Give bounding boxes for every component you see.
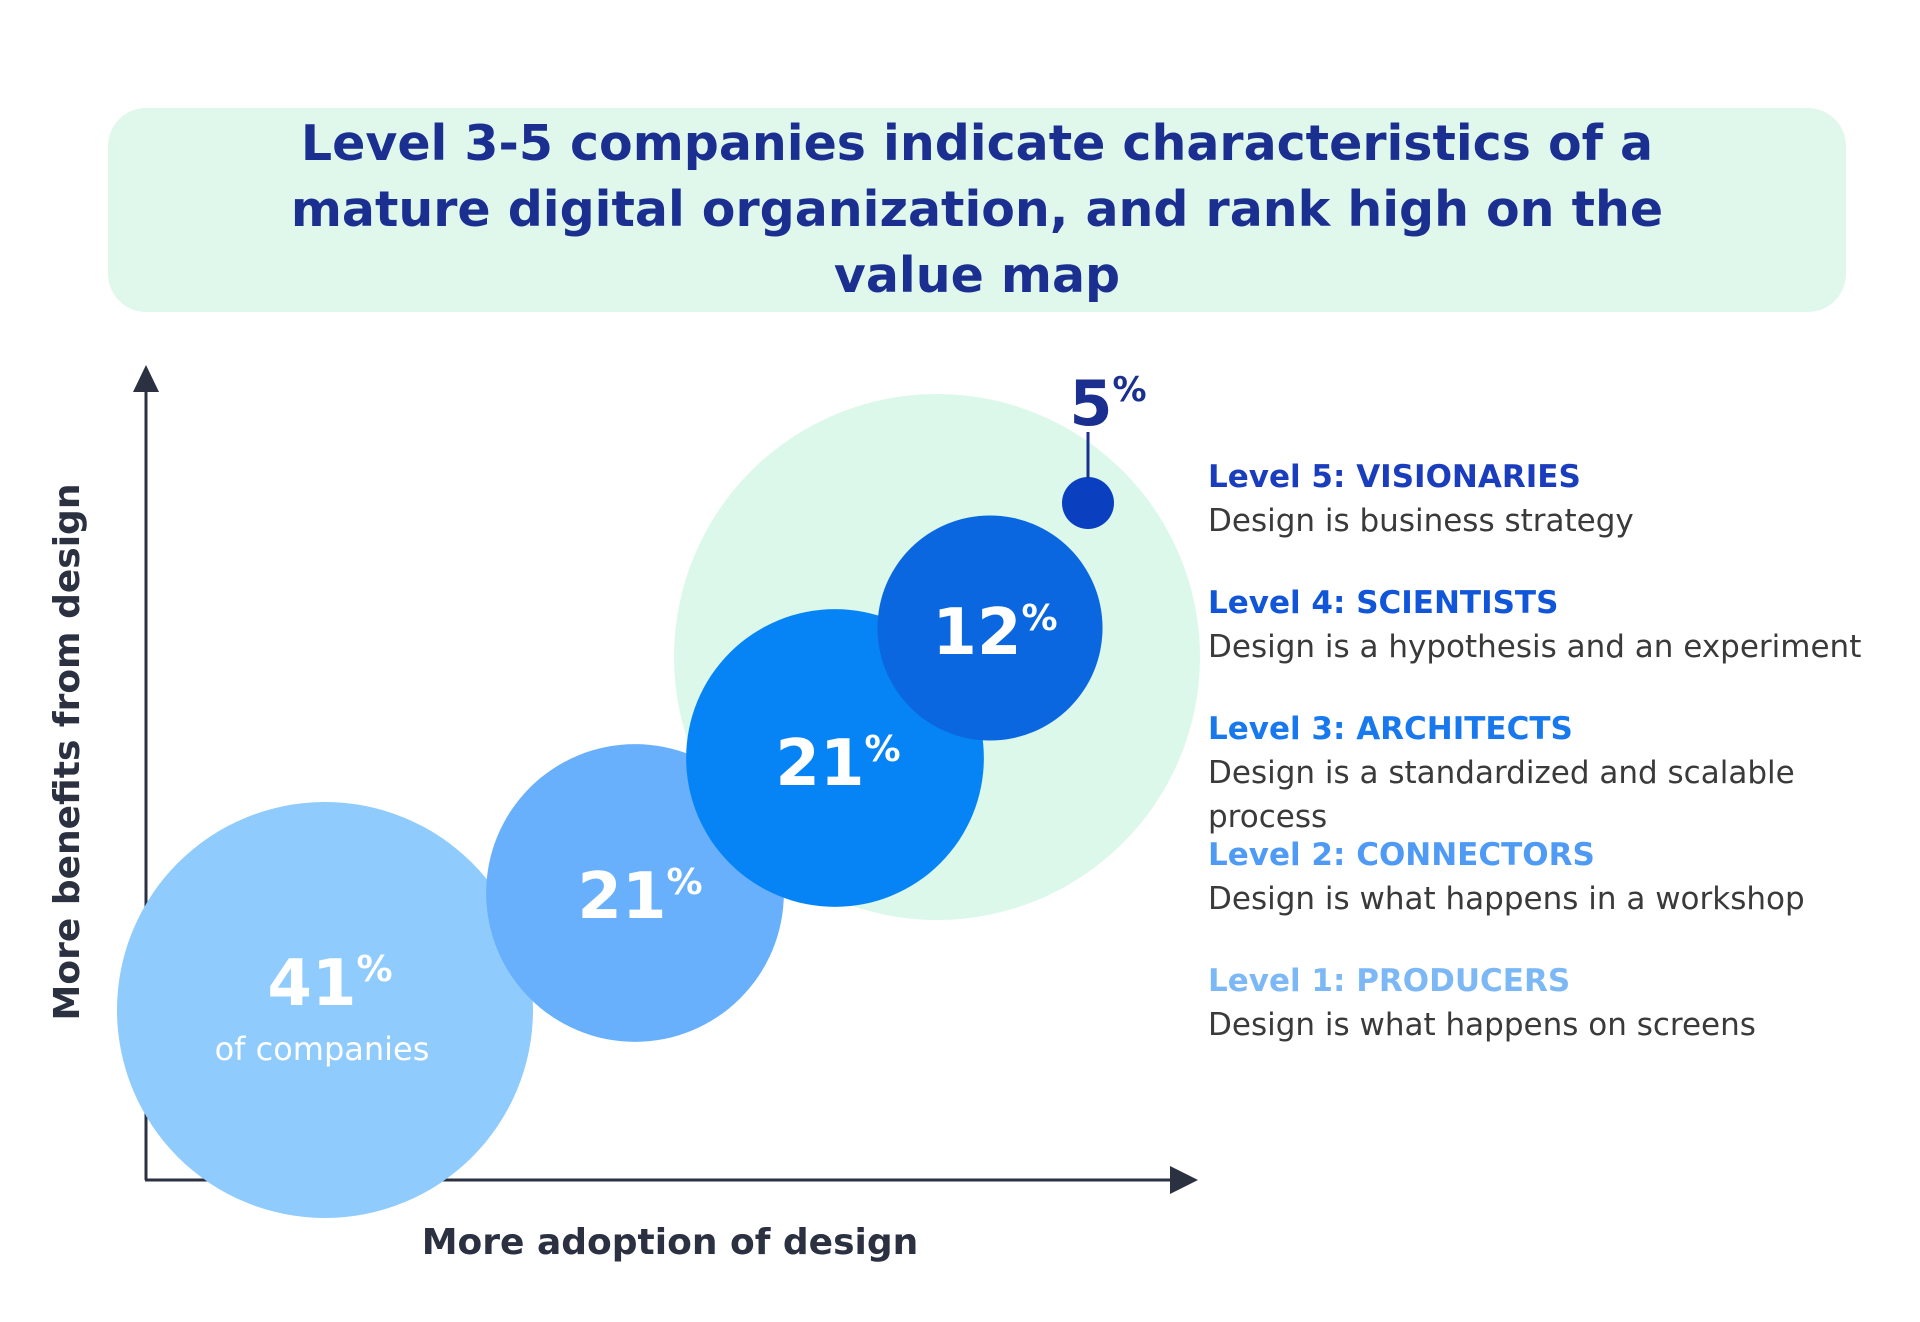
legend-name-level-1: Level 1: PRODUCERS <box>1208 963 1571 999</box>
x-axis-label: More adoption of design <box>422 1222 919 1263</box>
legend-item-level-2: Level 2: CONNECTORS Design is what happe… <box>1208 833 1908 959</box>
legend-item-level-4: Level 4: SCIENTISTS Design is a hypothes… <box>1208 581 1908 707</box>
legend-desc-level-1: Design is what happens on screens <box>1208 1007 1756 1043</box>
x-axis-arrow <box>1170 1166 1198 1194</box>
legend-item-level-5: Level 5: VISIONARIES Design is business … <box>1208 455 1908 581</box>
title-banner: Level 3-5 companies indicate characteris… <box>108 108 1846 312</box>
bubble-level-5 <box>1062 477 1114 529</box>
bubble-label-level-4: 12% <box>932 596 1057 670</box>
legend-desc-level-3: Design is a standardized and scalable pr… <box>1208 755 1795 835</box>
bubble-label-level-5: 5% <box>1069 367 1146 440</box>
bubble-label-level-1: 41% <box>267 947 392 1021</box>
legend-item-level-3: Level 3: ARCHITECTS Design is a standard… <box>1208 707 1908 835</box>
bubble-label-level-3: 21% <box>775 727 900 801</box>
legend-name-level-3: Level 3: ARCHITECTS <box>1208 711 1573 747</box>
legend-name-level-5: Level 5: VISIONARIES <box>1208 459 1581 495</box>
legend-desc-level-5: Design is business strategy <box>1208 503 1634 539</box>
chart-title: Level 3-5 companies indicate characteris… <box>290 115 1664 304</box>
bubble-caption-level-1: of companies <box>215 1030 430 1068</box>
bubble-level-1 <box>117 802 533 1218</box>
legend-name-level-2: Level 2: CONNECTORS <box>1208 837 1595 873</box>
legend-name-level-4: Level 4: SCIENTISTS <box>1208 585 1559 621</box>
legend-desc-level-4: Design is a hypothesis and an experiment <box>1208 629 1862 665</box>
y-axis-label: More benefits from design <box>47 484 88 1021</box>
legend-item-level-1: Level 1: PRODUCERS Design is what happen… <box>1208 959 1908 1085</box>
y-axis-arrow <box>133 365 159 392</box>
bubble-label-level-2: 21% <box>577 860 702 934</box>
legend-desc-level-2: Design is what happens in a workshop <box>1208 881 1805 917</box>
bubble-level-4 <box>877 515 1103 741</box>
legend: Level 5: VISIONARIES Design is business … <box>1208 455 1908 1085</box>
